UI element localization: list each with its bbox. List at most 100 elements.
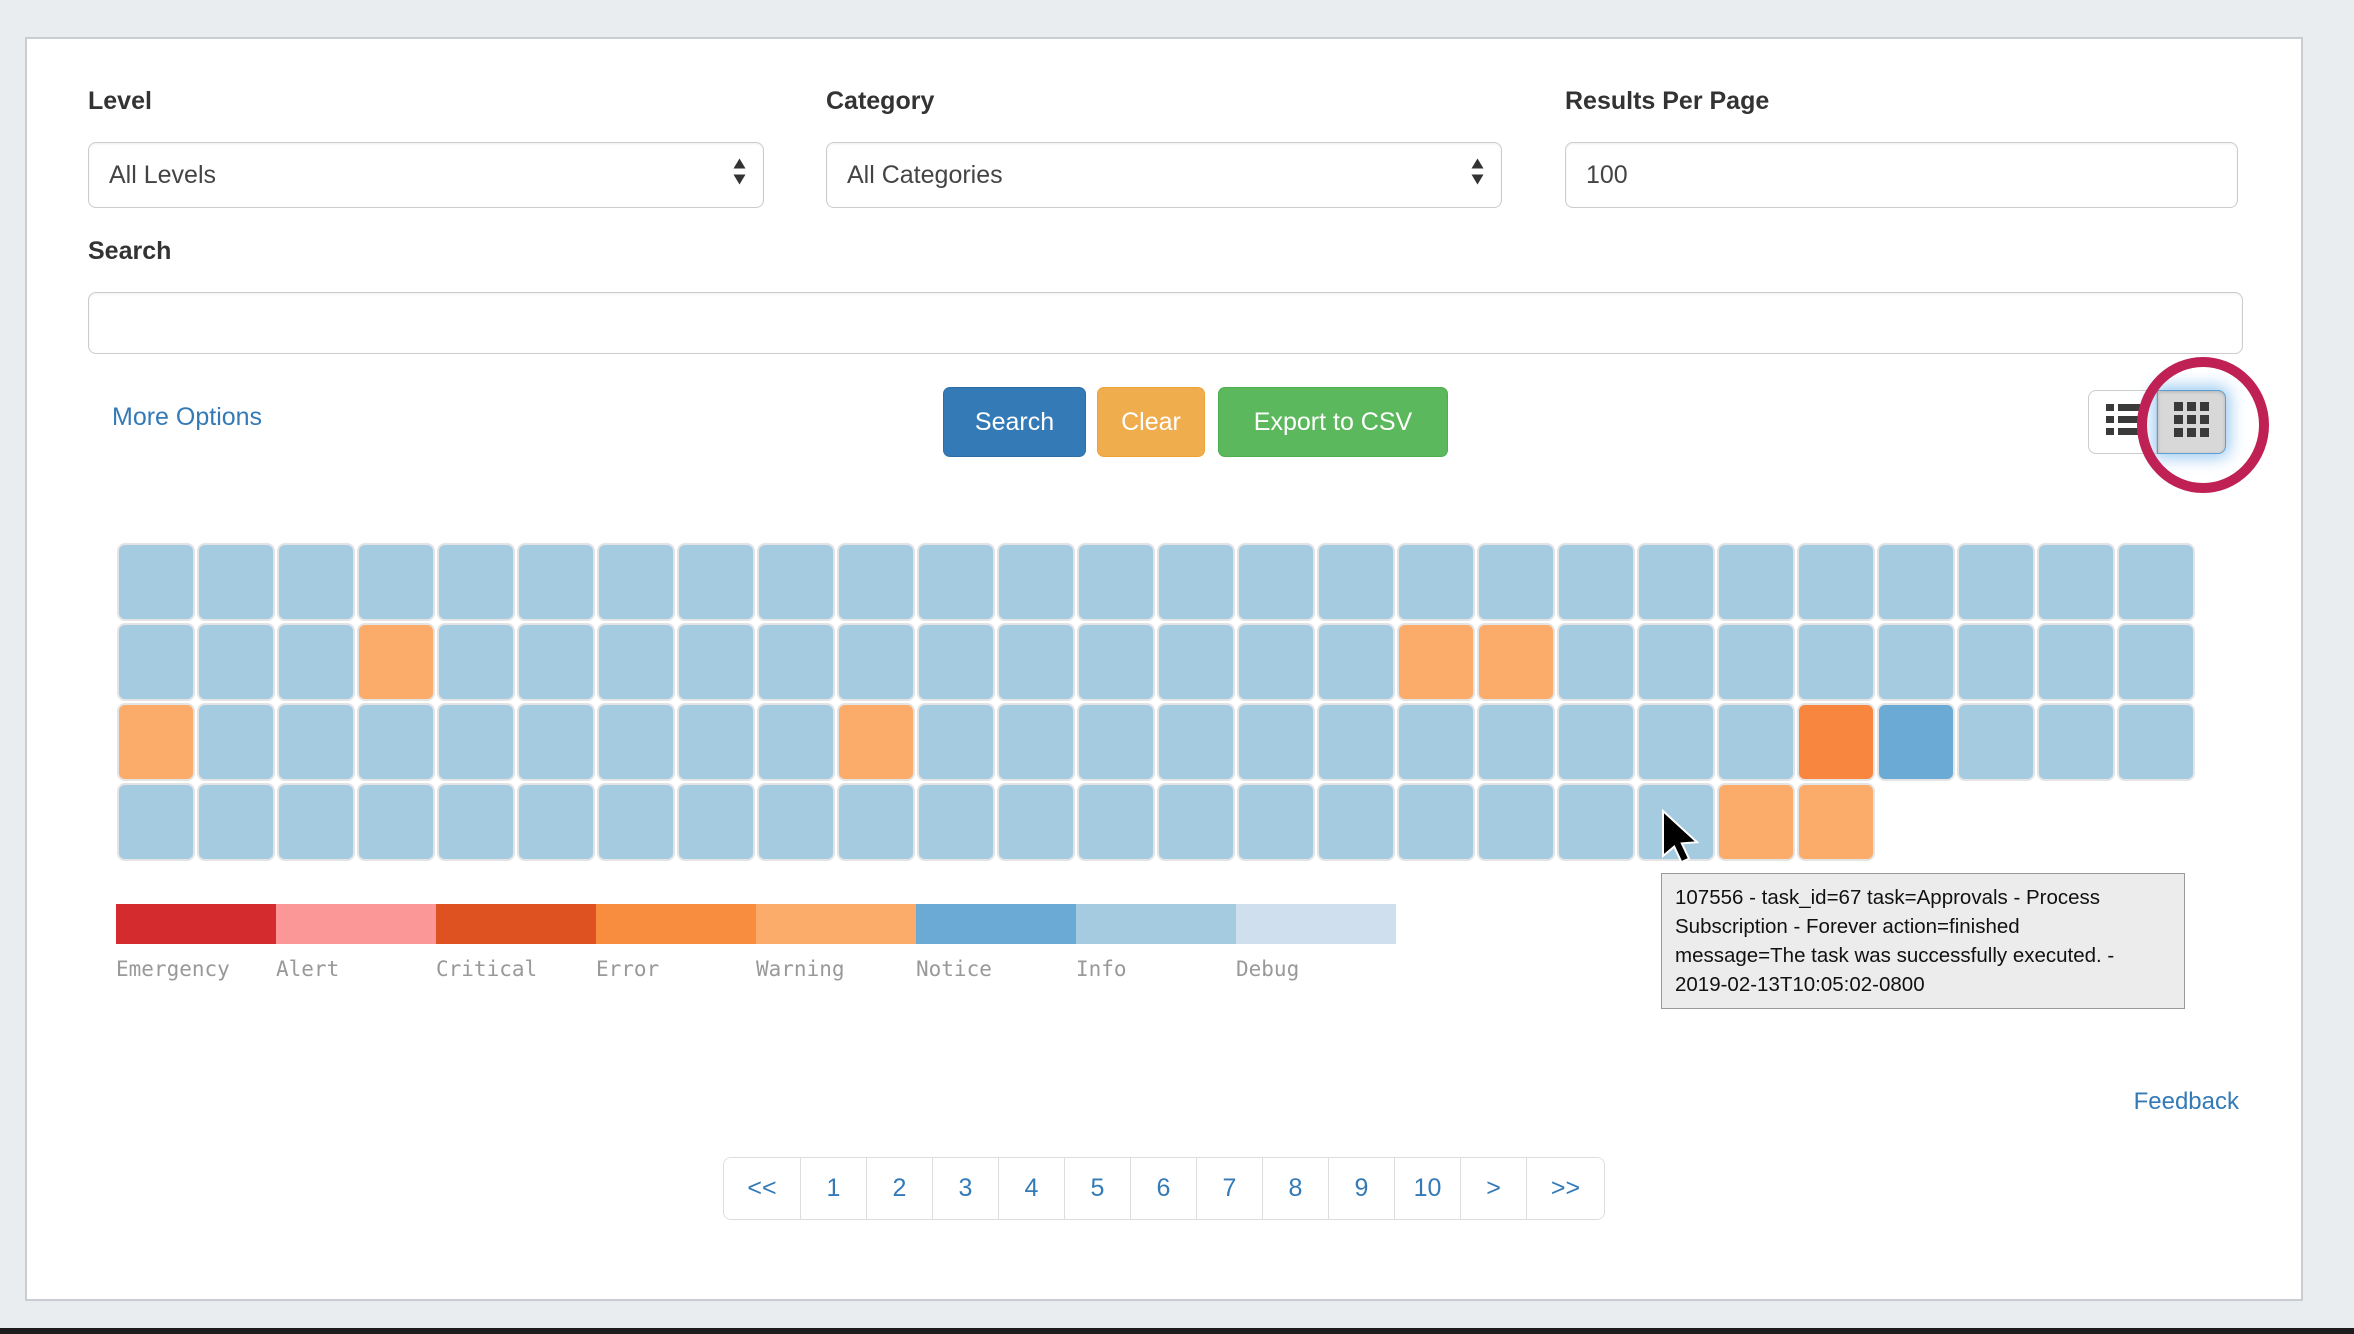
heatmap-cell-info[interactable] (1317, 783, 1395, 861)
heatmap-cell-info[interactable] (837, 623, 915, 701)
heatmap-cell-info[interactable] (1877, 543, 1955, 621)
heatmap-cell-info[interactable] (1317, 703, 1395, 781)
heatmap-cell-info[interactable] (1637, 703, 1715, 781)
heatmap-cell-info[interactable] (1717, 623, 1795, 701)
heatmap-cell-info[interactable] (517, 783, 595, 861)
export-to-csv-button[interactable]: Export to CSV (1218, 387, 1448, 457)
page-button-3[interactable]: 3 (933, 1158, 999, 1219)
heatmap-cell-info[interactable] (997, 543, 1075, 621)
heatmap-cell-info[interactable] (1317, 623, 1395, 701)
heatmap-cell-info[interactable] (437, 543, 515, 621)
heatmap-cell-info[interactable] (1157, 783, 1235, 861)
heatmap-cell-info[interactable] (1637, 783, 1715, 861)
search-input[interactable] (88, 292, 2243, 354)
heatmap-cell-info[interactable] (757, 703, 835, 781)
page-button-7[interactable]: 7 (1197, 1158, 1263, 1219)
heatmap-cell-info[interactable] (2117, 543, 2195, 621)
heatmap-cell-info[interactable] (1877, 623, 1955, 701)
heatmap-cell-info[interactable] (197, 703, 275, 781)
heatmap-cell-info[interactable] (1077, 543, 1155, 621)
heatmap-cell-info[interactable] (2117, 703, 2195, 781)
page-button-<<[interactable]: << (724, 1158, 801, 1219)
page-button-10[interactable]: 10 (1395, 1158, 1461, 1219)
heatmap-cell-info[interactable] (197, 783, 275, 861)
heatmap-cell-info[interactable] (757, 783, 835, 861)
heatmap-cell-info[interactable] (997, 703, 1075, 781)
heatmap-cell-info[interactable] (437, 703, 515, 781)
heatmap-cell-info[interactable] (277, 623, 355, 701)
heatmap-cell-info[interactable] (917, 543, 995, 621)
heatmap-cell-info[interactable] (917, 703, 995, 781)
heatmap-cell-info[interactable] (1237, 543, 1315, 621)
feedback-link[interactable]: Feedback (2133, 1088, 2239, 1115)
heatmap-cell-info[interactable] (357, 783, 435, 861)
heatmap-cell-info[interactable] (2037, 703, 2115, 781)
heatmap-cell-warning[interactable] (1397, 623, 1475, 701)
heatmap-cell-warning[interactable] (357, 623, 435, 701)
heatmap-cell-info[interactable] (277, 703, 355, 781)
heatmap-cell-info[interactable] (277, 543, 355, 621)
heatmap-cell-info[interactable] (117, 623, 195, 701)
heatmap-cell-info[interactable] (757, 623, 835, 701)
heatmap-cell-info[interactable] (117, 543, 195, 621)
heatmap-cell-info[interactable] (597, 703, 675, 781)
more-options-link[interactable]: More Options (112, 403, 263, 431)
heatmap-cell-info[interactable] (1957, 623, 2035, 701)
page-button->[interactable]: > (1461, 1158, 1527, 1219)
heatmap-cell-info[interactable] (1797, 623, 1875, 701)
page-button-5[interactable]: 5 (1065, 1158, 1131, 1219)
grid-view-button[interactable] (2157, 390, 2226, 454)
page-button-4[interactable]: 4 (999, 1158, 1065, 1219)
heatmap-cell-info[interactable] (1557, 783, 1635, 861)
heatmap-cell-info[interactable] (1557, 623, 1635, 701)
category-select[interactable]: All Categories (826, 142, 1502, 208)
heatmap-cell-info[interactable] (1557, 703, 1635, 781)
heatmap-cell-info[interactable] (1157, 543, 1235, 621)
heatmap-cell-info[interactable] (917, 783, 995, 861)
heatmap-cell-notice[interactable] (1877, 703, 1955, 781)
heatmap-cell-info[interactable] (1397, 703, 1475, 781)
heatmap-cell-warning[interactable] (1477, 623, 1555, 701)
heatmap-cell-info[interactable] (1157, 703, 1235, 781)
heatmap-cell-info[interactable] (1237, 623, 1315, 701)
heatmap-cell-info[interactable] (677, 703, 755, 781)
heatmap-cell-info[interactable] (1397, 783, 1475, 861)
heatmap-cell-info[interactable] (1077, 703, 1155, 781)
page-button-2[interactable]: 2 (867, 1158, 933, 1219)
heatmap-cell-warning[interactable] (117, 703, 195, 781)
heatmap-cell-info[interactable] (677, 543, 755, 621)
heatmap-cell-info[interactable] (1717, 543, 1795, 621)
heatmap-cell-info[interactable] (1077, 623, 1155, 701)
heatmap-cell-info[interactable] (197, 543, 275, 621)
heatmap-cell-warning[interactable] (1797, 783, 1875, 861)
page-button-9[interactable]: 9 (1329, 1158, 1395, 1219)
heatmap-cell-info[interactable] (1637, 543, 1715, 621)
heatmap-cell-info[interactable] (1557, 543, 1635, 621)
clear-button[interactable]: Clear (1097, 387, 1205, 457)
heatmap-cell-info[interactable] (2037, 543, 2115, 621)
heatmap-cell-info[interactable] (597, 783, 675, 861)
heatmap-cell-info[interactable] (917, 623, 995, 701)
heatmap-cell-info[interactable] (1237, 783, 1315, 861)
heatmap-cell-info[interactable] (1397, 543, 1475, 621)
heatmap-cell-info[interactable] (997, 783, 1075, 861)
heatmap-cell-info[interactable] (1157, 623, 1235, 701)
heatmap-cell-info[interactable] (437, 623, 515, 701)
heatmap-cell-info[interactable] (597, 623, 675, 701)
heatmap-cell-info[interactable] (437, 783, 515, 861)
heatmap-cell-info[interactable] (1237, 703, 1315, 781)
heatmap-cell-info[interactable] (837, 543, 915, 621)
heatmap-cell-info[interactable] (1077, 783, 1155, 861)
heatmap-cell-info[interactable] (357, 703, 435, 781)
heatmap-cell-info[interactable] (1797, 543, 1875, 621)
heatmap-cell-info[interactable] (117, 783, 195, 861)
page-button->>[interactable]: >> (1527, 1158, 1604, 1219)
heatmap-cell-warning[interactable] (837, 703, 915, 781)
page-button-6[interactable]: 6 (1131, 1158, 1197, 1219)
heatmap-cell-info[interactable] (357, 543, 435, 621)
heatmap-cell-info[interactable] (1477, 783, 1555, 861)
page-button-1[interactable]: 1 (801, 1158, 867, 1219)
heatmap-cell-info[interactable] (1477, 703, 1555, 781)
heatmap-cell-info[interactable] (517, 623, 595, 701)
heatmap-cell-info[interactable] (517, 543, 595, 621)
